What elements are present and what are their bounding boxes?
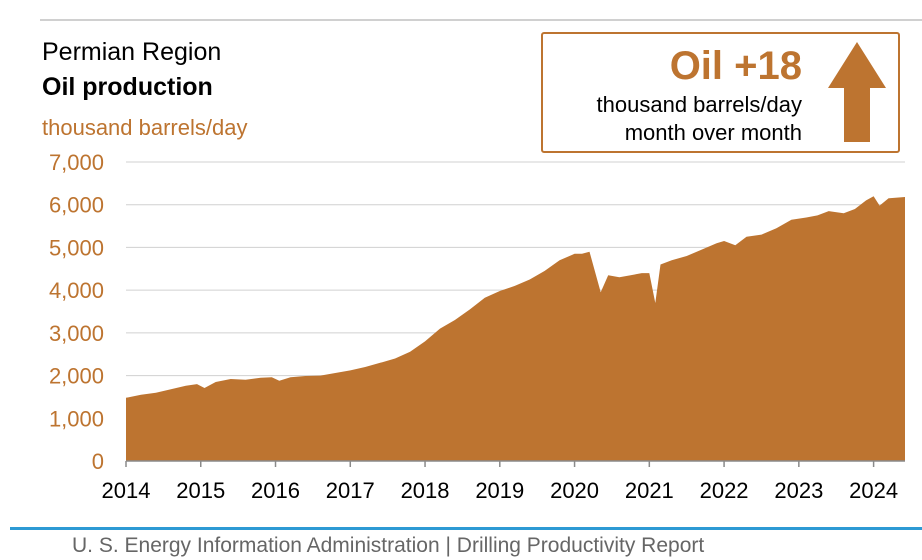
footer-divider	[10, 527, 922, 530]
y-axis: 0 1,000 2,000 3,000 4,000 5,000 6,000 7,000	[49, 150, 104, 474]
x-axis: 2014 2015 2016 2017 2018 2019 2020 2021 2022 2023…	[102, 460, 905, 503]
x-tick-label: 2021	[625, 478, 674, 503]
y-tick-label: 1,000	[49, 406, 104, 431]
x-tick-label: 2015	[176, 478, 225, 503]
y-tick-label: 3,000	[49, 321, 104, 346]
top-divider	[40, 19, 922, 21]
x-tick-label: 2019	[475, 478, 524, 503]
x-tick-label: 2016	[251, 478, 300, 503]
chart-title: Oil production	[42, 73, 213, 101]
x-tick-label: 2020	[550, 478, 599, 503]
y-tick-label: 2,000	[49, 364, 104, 389]
x-tick-label: 2014	[102, 478, 151, 503]
callout-period: month over month	[624, 120, 802, 145]
x-tick-label: 2018	[401, 478, 450, 503]
y-tick-label: 5,000	[49, 235, 104, 260]
region-title: Permian Region	[42, 38, 222, 66]
x-tick-label: 2023	[774, 478, 823, 503]
y-tick-label: 0	[92, 449, 104, 474]
unit-label: thousand barrels/day	[42, 115, 248, 140]
callout-value: Oil +18	[669, 44, 802, 88]
change-callout: Oil +18 thousand barrels/day month over …	[541, 32, 900, 153]
y-tick-label: 4,000	[49, 278, 104, 303]
x-tick-label: 2017	[326, 478, 375, 503]
callout-unit: thousand barrels/day	[596, 92, 802, 117]
footer-source: U. S. Energy Information Administration …	[72, 534, 705, 557]
area-series	[126, 196, 905, 461]
x-tick-label: 2022	[700, 478, 749, 503]
oil-production-area	[126, 196, 905, 461]
arrow-up-icon	[828, 42, 886, 142]
y-tick-label: 6,000	[49, 193, 104, 218]
x-tick-label: 2024	[849, 478, 898, 503]
y-tick-label: 7,000	[49, 150, 104, 175]
chart-area: 0 1,000 2,000 3,000 4,000 5,000 6,000 7,000 201…	[49, 150, 905, 503]
